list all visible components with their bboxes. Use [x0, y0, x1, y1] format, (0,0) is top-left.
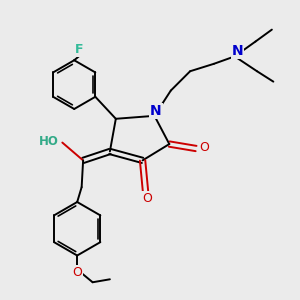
Text: O: O	[142, 192, 152, 205]
Text: O: O	[200, 140, 209, 154]
Text: O: O	[72, 266, 82, 279]
Text: HO: HO	[39, 135, 59, 148]
Text: N: N	[232, 44, 244, 58]
Text: N: N	[150, 104, 162, 118]
Text: F: F	[75, 43, 84, 56]
